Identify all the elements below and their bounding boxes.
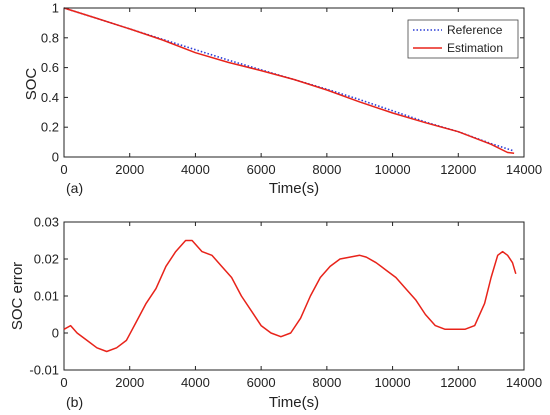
x-tick-label-a-5: 10000: [374, 162, 410, 177]
series-group-a: [63, 7, 515, 155]
y-tick-label-a-2: 0.4: [41, 90, 59, 105]
series-line-b-0: [63, 239, 517, 353]
x-tick-label-b-6: 12000: [440, 375, 476, 390]
x-ticks-a: 0 2000 4000 6000 8000 10000 12000 14000: [60, 8, 542, 177]
legend-label-reference: Reference: [447, 23, 503, 37]
x-tick-label-a-4: 8000: [312, 162, 341, 177]
x-tick-label-b-1: 2000: [115, 375, 144, 390]
x-tick-label-b-3: 6000: [247, 375, 276, 390]
y-axis-title-b: SOC error: [9, 262, 26, 330]
series-line-a-1: [63, 7, 515, 155]
x-tick-label-a-0: 0: [60, 162, 67, 177]
legend-label-estimation: Estimation: [447, 41, 503, 55]
x-tick-label-a-2: 4000: [181, 162, 210, 177]
plot-area-b: [63, 221, 525, 371]
legend: Reference Estimation: [407, 19, 519, 59]
x-tick-label-b-0: 0: [60, 375, 67, 390]
y-tick-label-b-1: 0: [52, 326, 59, 341]
y-ticks-a: 0 0.2 0.4 0.6 0.8 1: [41, 1, 524, 165]
y-tick-label-a-3: 0.6: [41, 60, 59, 75]
panel-b: 0 2000 4000 6000 8000 10000 12000 14000 -0.0100…: [9, 215, 542, 412]
x-tick-label-a-3: 6000: [247, 162, 276, 177]
x-axis-title-a: Time(s): [269, 180, 319, 197]
y-tick-label-b-0: -0.01: [29, 363, 59, 378]
panel-label-b: (b): [66, 394, 83, 410]
x-axis-title-b: Time(s): [269, 394, 319, 411]
x-tick-label-b-4: 8000: [312, 375, 341, 390]
x-tick-label-b-7: 14000: [506, 375, 542, 390]
x-tick-label-a-6: 12000: [440, 162, 476, 177]
y-tick-label-b-2: 0.01: [34, 289, 59, 304]
series-group-b: [63, 239, 517, 353]
y-tick-label-b-3: 0.02: [34, 252, 59, 267]
x-ticks-b: 0 2000 4000 6000 8000 10000 12000 14000: [60, 222, 542, 390]
panel-a: 0 2000 4000 6000 8000 10000 12000 14000 0 0.2 0.4…: [23, 1, 542, 198]
y-tick-label-a-4: 0.8: [41, 30, 59, 45]
x-tick-label-b-2: 4000: [181, 375, 210, 390]
y-axis-title-a: SOC: [23, 68, 40, 101]
y-tick-label-a-5: 1: [52, 1, 59, 16]
y-ticks-b: -0.01 0 0.01 0.02 0.03: [29, 215, 524, 378]
x-tick-label-b-5: 10000: [374, 375, 410, 390]
x-tick-label-a-7: 14000: [506, 162, 542, 177]
legend-box: [407, 19, 519, 59]
y-tick-label-b-4: 0.03: [34, 215, 59, 230]
y-tick-label-a-0: 0: [52, 150, 59, 165]
y-tick-label-a-1: 0.2: [41, 120, 59, 135]
x-tick-label-a-1: 2000: [115, 162, 144, 177]
panel-label-a: (a): [66, 180, 83, 196]
